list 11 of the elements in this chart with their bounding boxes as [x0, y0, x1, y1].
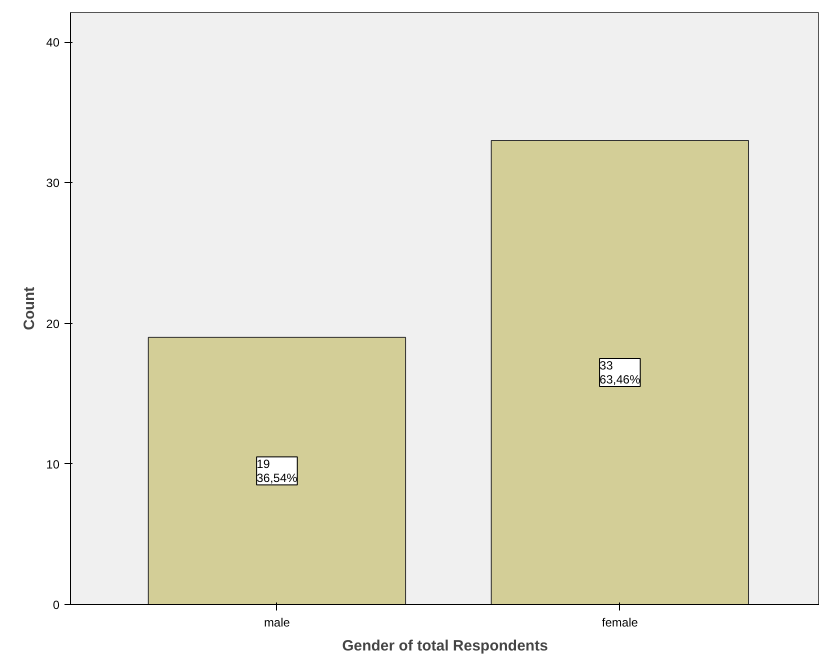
y-tick-label: 30 [46, 176, 60, 190]
y-tick-label: 40 [46, 36, 60, 50]
data-label: 19 36,54% [256, 456, 298, 485]
x-tick-label: male [264, 616, 290, 630]
y-tick-label: 10 [46, 457, 60, 472]
x-tick-label: female [602, 616, 638, 630]
y-axis-title: Count [21, 286, 38, 330]
y-tick-label: 20 [46, 316, 60, 331]
y-tick-label: 0 [52, 598, 60, 612]
data-label: 33 63,46% [600, 358, 641, 386]
x-axis-title: Gender of total Respondents [342, 638, 548, 654]
